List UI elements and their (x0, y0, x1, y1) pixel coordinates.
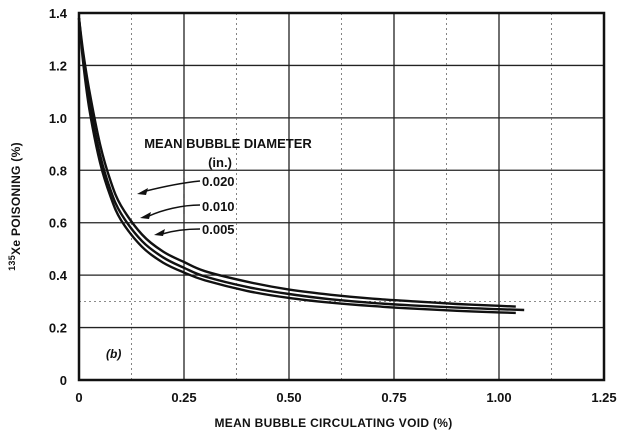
series-leader-0.020 (145, 180, 201, 192)
series-group (77, 18, 525, 315)
y-axis-label: 135Xe POISONING (%) (7, 142, 23, 271)
series-label-0.010: 0.010 (202, 199, 235, 214)
legend-title: MEAN BUBBLE DIAMETER (144, 136, 312, 151)
x-tick-label: 1.25 (591, 390, 616, 405)
y-tick-label: 0.6 (49, 216, 67, 231)
y-tick-label: 1.4 (49, 6, 68, 21)
arrowhead-icon (140, 212, 151, 219)
x-tick-label: 1.00 (486, 390, 511, 405)
x-axis-label: MEAN BUBBLE CIRCULATING VOID (%) (214, 416, 452, 430)
y-tick-label: 0 (60, 373, 67, 388)
y-axis-label-main: Xe POISONING (%) (9, 142, 23, 255)
y-tick-label: 0.8 (49, 163, 67, 178)
series-leader-0.010 (148, 204, 201, 217)
y-tick-label: 0.2 (49, 321, 67, 336)
series-line-0.005 (77, 18, 516, 315)
x-tick-label: 0.75 (381, 390, 406, 405)
series-leader-0.005 (161, 228, 201, 235)
series-line-0.010 (77, 18, 525, 312)
legend-unit: (in.) (208, 155, 232, 170)
y-axis-label-superscript: 135 (7, 255, 17, 271)
arrowhead-icon (154, 229, 165, 236)
series-line-0.020 (77, 18, 516, 308)
tick-labels: 0 0.25 0.50 0.75 1.00 1.25 0 0.2 0.4 0.6 0.8 1.0 1.2… (49, 6, 617, 405)
grid (79, 13, 604, 380)
annotations: MEAN BUBBLE DIAMETER (in.) (b) 0.020 0.01… (106, 136, 312, 361)
panel-label: (b) (106, 347, 121, 361)
y-tick-label: 0.4 (49, 268, 68, 283)
y-tick-label: 1.2 (49, 58, 67, 73)
x-tick-label: 0 (75, 390, 82, 405)
series-label-0.020: 0.020 (202, 174, 235, 189)
arrowhead-icon (137, 188, 148, 195)
x-tick-label: 0.25 (171, 390, 196, 405)
y-tick-label: 1.0 (49, 111, 67, 126)
x-tick-label: 0.50 (276, 390, 301, 405)
series-label-0.005: 0.005 (202, 222, 235, 237)
plot-frame (77, 11, 606, 382)
